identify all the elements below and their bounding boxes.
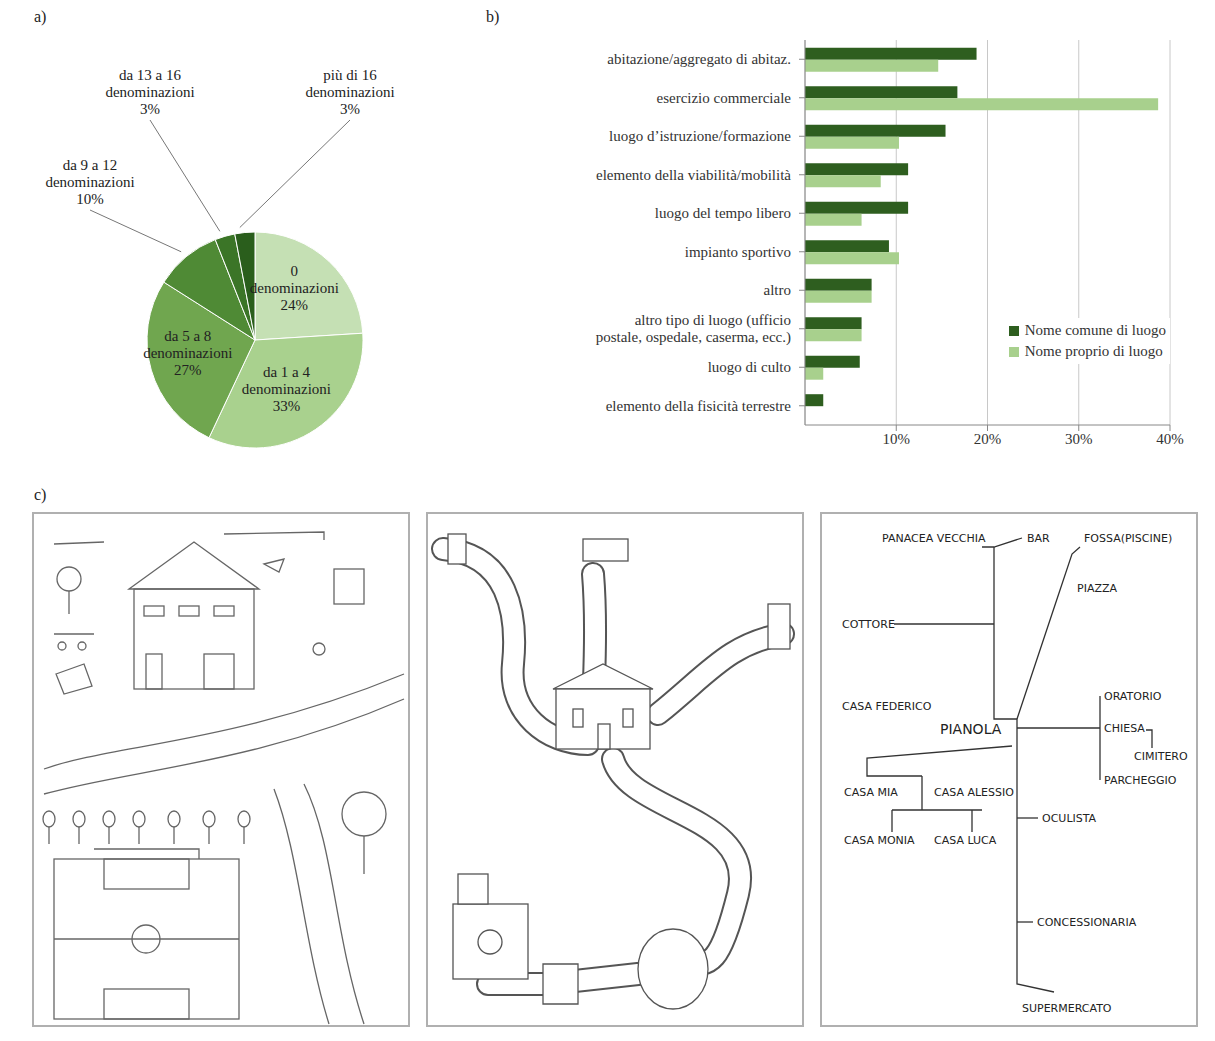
svg-text:più di 16denominazioni3%: più di 16denominazioni3% [305,67,394,117]
svg-text:COTTORE: COTTORE [842,618,895,631]
svg-text:da 1 a 4denominazioni33%: da 1 a 4denominazioni33% [242,364,331,414]
svg-text:da 13 a 16denominazioni3%: da 13 a 16denominazioni3% [105,67,194,117]
svg-text:CASA LUCA: CASA LUCA [934,834,997,847]
svg-text:ORATORIO: ORATORIO [1104,690,1162,703]
svg-text:luogo del tempo libero: luogo del tempo libero [655,205,791,221]
svg-text:luogo di culto: luogo di culto [708,359,791,375]
svg-text:CASA ALESSIO: CASA ALESSIO [934,786,1014,799]
svg-text:CHIESA: CHIESA [1104,722,1145,735]
html-text:Nome proprio di luogo: Nome proprio di luogo [1024,343,1163,359]
svg-text:da 5 a 8denominazioni27%: da 5 a 8denominazioni27% [143,328,232,378]
svg-text:CONCESSIONARIA: CONCESSIONARIA [1037,916,1137,929]
svg-text:CIMITERO: CIMITERO [1134,750,1188,763]
svg-text:luogo d’istruzione/formazione: luogo d’istruzione/formazione [609,128,791,144]
svg-text:OCULISTA: OCULISTA [1042,812,1097,825]
svg-text:PIAZZA: PIAZZA [1077,582,1117,595]
html-text:b): b) [486,8,500,25]
svg-text:CASA FEDERICO: CASA FEDERICO [842,700,932,713]
svg-text:elemento della fisicità terres: elemento della fisicità terrestre [606,398,792,414]
svg-text:da 9 a 12denominazioni10%: da 9 a 12denominazioni10% [45,157,134,207]
svg-text:altro tipo di luogo (ufficiopo: altro tipo di luogo (ufficiopostale, osp… [596,312,791,346]
svg-text:40%: 40% [1156,431,1184,447]
html-text:c): c) [34,486,47,503]
svg-text:0denominazioni24%: 0denominazioni24% [250,263,339,313]
svg-text:30%: 30% [1065,431,1093,447]
svg-text:BAR: BAR [1027,532,1050,545]
svg-text:PANACEA VECCHIA: PANACEA VECCHIA [882,532,986,545]
svg-text:10%: 10% [883,431,911,447]
svg-text:impianto sportivo: impianto sportivo [685,244,791,260]
svg-text:esercizio commerciale: esercizio commerciale [656,90,791,106]
svg-text:PARCHEGGIO: PARCHEGGIO [1104,774,1177,787]
svg-text:altro: altro [764,282,792,298]
svg-text:FOSSA(PISCINE): FOSSA(PISCINE) [1084,532,1172,545]
svg-text:CASA MIA: CASA MIA [844,786,898,799]
svg-text:elemento della viabilità/mobil: elemento della viabilità/mobilità [596,167,791,183]
svg-text:PIANOLA: PIANOLA [940,721,1002,737]
svg-text:20%: 20% [974,431,1002,447]
svg-text:abitazione/aggregato di abitaz: abitazione/aggregato di abitaz. [607,51,791,67]
svg-text:SUPERMERCATO: SUPERMERCATO [1022,1002,1112,1015]
html-text:a): a) [34,8,47,25]
svg-text:CASA MONIA: CASA MONIA [844,834,915,847]
html-text:Nome comune di luogo: Nome comune di luogo [1024,322,1166,338]
